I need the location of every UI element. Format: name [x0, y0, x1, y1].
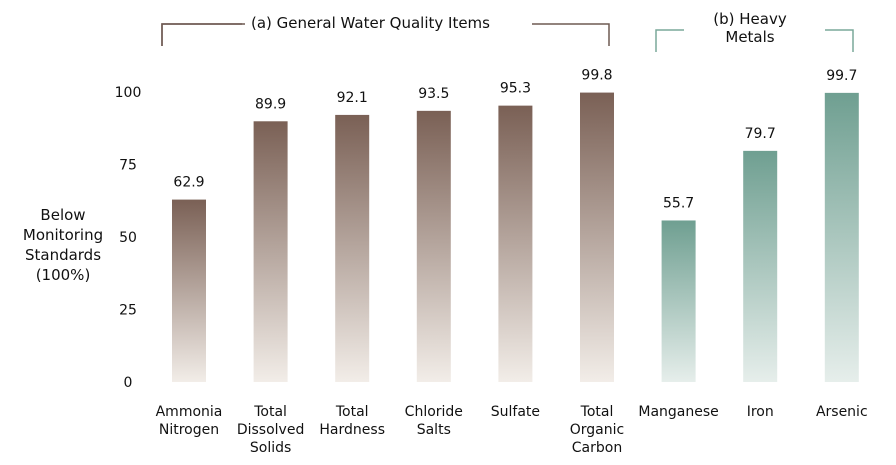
group-a-bracket-right [532, 23, 610, 46]
category-label-line: Arsenic [816, 404, 868, 420]
y-axis-label-line: (100%) [35, 266, 91, 284]
category-label: Total Dissolved Solids [237, 404, 305, 456]
y-axis-label: Below Monitoring Standards (100%) [18, 205, 108, 285]
category-label-line: Solids [250, 440, 291, 456]
category-label-line: Hardness [319, 422, 385, 438]
bar [580, 92, 614, 382]
group-b-label-line: (b) Heavy [713, 10, 787, 28]
category-label: Arsenic [816, 404, 868, 420]
data-label: 92.1 [337, 90, 368, 106]
category-label: Total Hardness [319, 404, 385, 438]
data-label: 55.7 [663, 195, 694, 211]
category-label-line: Salts [417, 422, 451, 438]
group-a-bracket-left [161, 23, 242, 46]
category-label-line: Total [253, 404, 287, 420]
bar [253, 121, 288, 382]
bar [416, 110, 451, 382]
category-label: Manganese [638, 404, 718, 420]
data-label: 99.8 [581, 68, 612, 84]
data-label: 79.7 [745, 126, 776, 142]
y-tick-label: 0 [124, 375, 133, 391]
bar [172, 199, 206, 382]
bar [743, 150, 778, 382]
data-label: 93.5 [418, 86, 449, 102]
group-b-label-line: Metals [725, 28, 775, 46]
group-b-bracket-left [655, 29, 684, 52]
category-label-line: Nitrogen [159, 422, 219, 438]
category-label-line: Carbon [572, 440, 622, 456]
y-tick-label: 25 [119, 303, 137, 319]
y-tick-label: 100 [115, 85, 142, 101]
data-label: 89.9 [255, 96, 286, 112]
category-label-line: Chloride [405, 404, 463, 420]
data-label: 95.3 [500, 81, 531, 97]
bar [824, 92, 859, 383]
category-label-line: Manganese [638, 404, 718, 420]
data-label: 62.9 [173, 175, 204, 191]
category-label-line: Ammonia [156, 404, 223, 420]
category-label: Ammonia Nitrogen [156, 404, 223, 438]
y-axis-label-line: Monitoring [22, 226, 104, 244]
data-label: 99.7 [826, 68, 857, 84]
category-label-line: Sulfate [491, 404, 540, 420]
group-b-bracket-right [825, 29, 854, 52]
group-a-bracket [161, 23, 245, 46]
bar [498, 105, 533, 382]
category-label: Chloride Salts [405, 404, 463, 438]
category-label-line: Dissolved [237, 422, 305, 438]
y-axis-label-line: Standards [24, 246, 102, 264]
bar [661, 220, 696, 382]
bar [335, 114, 370, 382]
category-label-line: Total [335, 404, 369, 420]
category-label: Total Organic Carbon [570, 404, 624, 456]
y-tick-label: 75 [119, 158, 137, 174]
category-label-line: Iron [747, 404, 774, 420]
y-axis-label-line: Below [40, 206, 86, 224]
category-label: Sulfate [491, 404, 540, 420]
group-b-label: (b) Heavy Metals [700, 10, 800, 46]
group-a-label: (a) General Water Quality Items [245, 14, 496, 32]
category-label: Iron [747, 404, 774, 420]
category-label-line: Total [580, 404, 614, 420]
y-tick-label: 50 [119, 230, 137, 246]
category-label-line: Organic [570, 422, 624, 438]
